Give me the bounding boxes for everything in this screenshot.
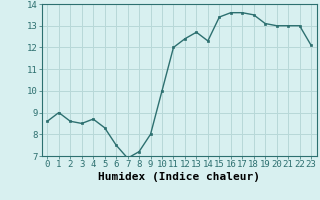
X-axis label: Humidex (Indice chaleur): Humidex (Indice chaleur) <box>98 172 260 182</box>
